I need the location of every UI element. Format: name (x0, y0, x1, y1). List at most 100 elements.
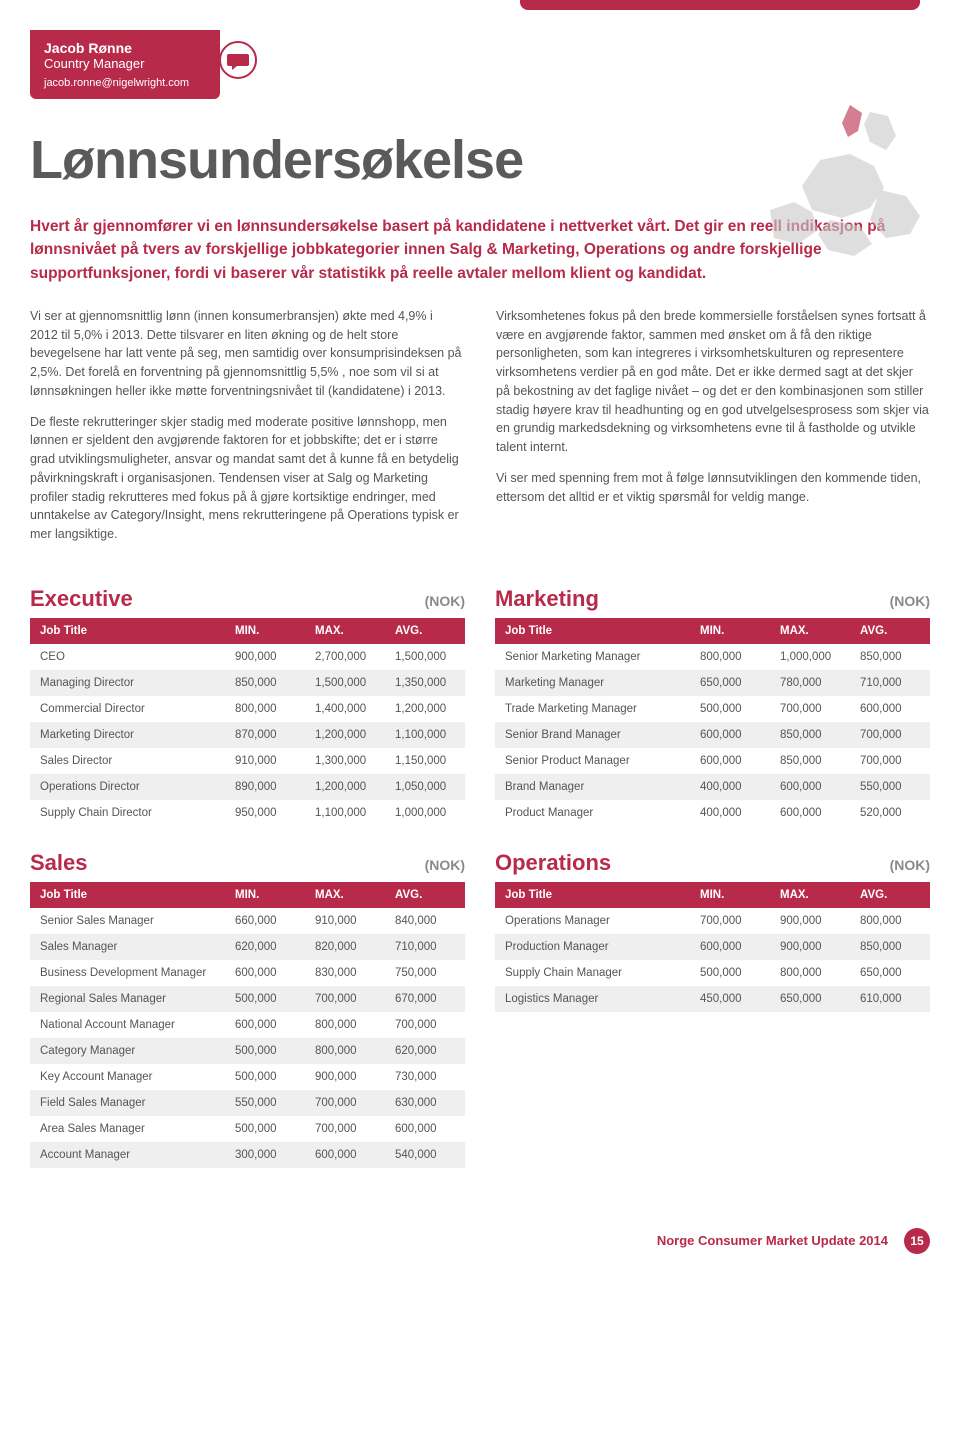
table-cell: 700,000 (305, 1090, 385, 1116)
table-cell: 1,400,000 (305, 696, 385, 722)
table-cell: 540,000 (385, 1142, 465, 1168)
table-row: Production Manager600,000900,000850,000 (495, 934, 930, 960)
table-marketing: Marketing(NOK)Job TitleMIN.MAX.AVG.Senio… (495, 586, 930, 826)
table-row: Sales Manager620,000820,000710,000 (30, 934, 465, 960)
table-row: Business Development Manager600,000830,0… (30, 960, 465, 986)
table-cell: 620,000 (385, 1038, 465, 1064)
table-cell: 1,000,000 (770, 644, 850, 670)
table-cell: 400,000 (690, 774, 770, 800)
table-cell: Brand Manager (495, 774, 690, 800)
table-cell: Marketing Manager (495, 670, 690, 696)
table-cell: 800,000 (305, 1038, 385, 1064)
section-title: Sales (30, 850, 88, 876)
table-cell: 910,000 (225, 748, 305, 774)
body-paragraph: Vi ser at gjennomsnittlig lønn (innen ko… (30, 307, 464, 401)
body-paragraph: De fleste rekrutteringer skjer stadig me… (30, 413, 464, 544)
section-title: Executive (30, 586, 133, 612)
table-cell: 800,000 (770, 960, 850, 986)
table-cell: 650,000 (690, 670, 770, 696)
table-cell: Field Sales Manager (30, 1090, 225, 1116)
column-header: Job Title (30, 618, 225, 644)
table-cell: Regional Sales Manager (30, 986, 225, 1012)
currency-label: (NOK) (425, 857, 465, 873)
table-row: Marketing Director870,0001,200,0001,100,… (30, 722, 465, 748)
table-row: CEO900,0002,700,0001,500,000 (30, 644, 465, 670)
table-cell: 840,000 (385, 908, 465, 934)
table-cell: 850,000 (850, 644, 930, 670)
table-cell: Product Manager (495, 800, 690, 826)
body-paragraph: Virksomhetenes fokus på den brede kommer… (496, 307, 930, 457)
table-cell: 670,000 (385, 986, 465, 1012)
table-cell: 500,000 (225, 1038, 305, 1064)
table-cell: 600,000 (225, 960, 305, 986)
body-col-right: Virksomhetenes fokus på den brede kommer… (496, 307, 930, 556)
table-row: Senior Brand Manager600,000850,000700,00… (495, 722, 930, 748)
table-cell: 800,000 (305, 1012, 385, 1038)
table-cell: 710,000 (385, 934, 465, 960)
body-col-left: Vi ser at gjennomsnittlig lønn (innen ko… (30, 307, 464, 556)
table-cell: 610,000 (850, 986, 930, 1012)
table-cell: 500,000 (225, 986, 305, 1012)
table-cell: 600,000 (225, 1012, 305, 1038)
table-cell: 450,000 (690, 986, 770, 1012)
table-cell: Logistics Manager (495, 986, 690, 1012)
table-cell: 600,000 (690, 748, 770, 774)
table-cell: National Account Manager (30, 1012, 225, 1038)
contact-email: jacob.ronne@nigelwright.com (44, 77, 206, 89)
table-cell: Marketing Director (30, 722, 225, 748)
column-header: AVG. (850, 882, 930, 908)
column-header: MAX. (770, 882, 850, 908)
table-cell: Managing Director (30, 670, 225, 696)
table-cell: 700,000 (850, 722, 930, 748)
table-cell: 500,000 (225, 1116, 305, 1142)
column-header: AVG. (850, 618, 930, 644)
salary-table: Job TitleMIN.MAX.AVG.Operations Manager7… (495, 882, 930, 1012)
page-footer: Norge Consumer Market Update 2014 15 (30, 1228, 930, 1254)
table-row: Operations Director890,0001,200,0001,050… (30, 774, 465, 800)
table-cell: Operations Director (30, 774, 225, 800)
table-cell: 1,050,000 (385, 774, 465, 800)
table-cell: 600,000 (770, 774, 850, 800)
table-cell: 910,000 (305, 908, 385, 934)
table-cell: 780,000 (770, 670, 850, 696)
table-cell: Senior Brand Manager (495, 722, 690, 748)
table-cell: 1,200,000 (305, 722, 385, 748)
table-cell: 830,000 (305, 960, 385, 986)
table-cell: 1,000,000 (385, 800, 465, 826)
contact-card: Jacob Rønne Country Manager jacob.ronne@… (30, 30, 220, 99)
column-header: MIN. (225, 882, 305, 908)
table-row: Managing Director850,0001,500,0001,350,0… (30, 670, 465, 696)
table-cell: 890,000 (225, 774, 305, 800)
table-cell: Category Manager (30, 1038, 225, 1064)
table-row: Sales Director910,0001,300,0001,150,000 (30, 748, 465, 774)
table-cell: 630,000 (385, 1090, 465, 1116)
table-cell: Senior Sales Manager (30, 908, 225, 934)
table-cell: 850,000 (225, 670, 305, 696)
table-row: Product Manager400,000600,000520,000 (495, 800, 930, 826)
column-header: MAX. (305, 618, 385, 644)
table-cell: 500,000 (225, 1064, 305, 1090)
table-cell: 800,000 (690, 644, 770, 670)
section-title: Operations (495, 850, 611, 876)
table-cell: 620,000 (225, 934, 305, 960)
column-header: AVG. (385, 618, 465, 644)
table-cell: 700,000 (305, 986, 385, 1012)
table-cell: 650,000 (770, 986, 850, 1012)
table-cell: 500,000 (690, 696, 770, 722)
table-cell: 700,000 (690, 908, 770, 934)
table-row: Supply Chain Manager500,000800,000650,00… (495, 960, 930, 986)
table-cell: 800,000 (850, 908, 930, 934)
column-header: MIN. (690, 882, 770, 908)
table-cell: Supply Chain Director (30, 800, 225, 826)
section-title: Marketing (495, 586, 599, 612)
speech-bubble-icon (218, 40, 258, 85)
table-cell: Operations Manager (495, 908, 690, 934)
table-cell: 400,000 (690, 800, 770, 826)
table-cell: 1,100,000 (305, 800, 385, 826)
body-paragraph: Vi ser med spenning frem mot å følge løn… (496, 469, 930, 507)
table-row: Field Sales Manager550,000700,000630,000 (30, 1090, 465, 1116)
table-row: Operations Manager700,000900,000800,000 (495, 908, 930, 934)
table-row: Commercial Director800,0001,400,0001,200… (30, 696, 465, 722)
table-row: Account Manager300,000600,000540,000 (30, 1142, 465, 1168)
table-row: Brand Manager400,000600,000550,000 (495, 774, 930, 800)
